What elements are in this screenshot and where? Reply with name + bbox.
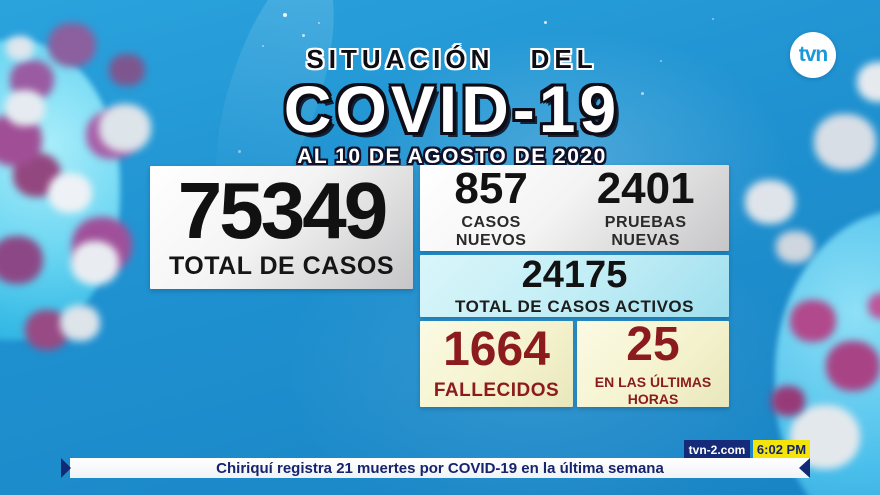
particle-dot [544,21,547,24]
active-cases-panel: 24175 TOTAL DE CASOS ACTIVOS [420,255,729,317]
particle-dot [262,45,264,47]
total-cases-value: 75349 [177,166,388,256]
header-kicker: SITUACIÓN DEL [306,44,598,74]
tvn-logo: tvn [790,32,836,78]
particle-dot [238,150,241,153]
active-cases-label: TOTAL DE CASOS ACTIVOS [455,296,694,316]
website-badge: tvn-2.com [684,440,750,459]
particle-dot [641,92,644,95]
particle-dot [318,22,320,24]
new-cases-value: 857 [454,163,528,213]
particle-dot [660,60,662,62]
recent-deaths-label: EN LAS ÚLTIMAS HORAS [594,374,712,407]
new-tests-label: PRUEBAS NUEVAS [604,213,687,249]
recent-deaths-value: 25 [626,318,680,372]
ticker-right-arrow-icon [799,458,810,478]
news-ticker: Chiriquí registra 21 muertes por COVID-1… [70,458,810,478]
new-cases-label: CASOS NUEVOS [455,213,527,249]
particle-dot [283,13,287,17]
tvn-logo-text: tvn [798,43,828,66]
deaths-value: 1664 [443,323,550,376]
page-title: COVID-19 [283,72,621,146]
particle-dot [712,18,714,20]
total-cases-panel: 75349 TOTAL DE CASOS [150,166,413,289]
date-line: AL 10 DE AGOSTO DE 2020 [297,145,607,168]
time-badge: 6:02 PM [753,440,810,459]
deaths-label: FALLECIDOS [433,380,560,401]
daily-stats-panel: 857 CASOS NUEVOS 2401 PRUEBAS NUEVAS [420,165,729,251]
virus-spikes-white-left [5,90,45,126]
ticker-left-arrow-icon [61,458,71,478]
header: SITUACIÓN DEL COVID-19 AL 10 DE AGOSTO D… [12,44,880,169]
virus-spikes-magenta-right [790,300,836,342]
new-tests-value: 2401 [596,163,695,213]
new-tests-stat: 2401 PRUEBAS NUEVAS [596,163,695,249]
total-cases-label: TOTAL DE CASOS [168,251,395,280]
active-cases-value: 24175 [521,253,628,296]
virus-spikes-white-right [745,180,795,224]
recent-deaths-panel: 25 EN LAS ÚLTIMAS HORAS [577,321,729,407]
particle-dot [302,34,305,37]
deaths-panel: 1664 FALLECIDOS [420,321,573,407]
new-cases-stat: 857 CASOS NUEVOS [454,163,528,249]
ticker-headline: Chiriquí registra 21 muertes por COVID-1… [216,459,664,477]
particle-dot [556,120,558,122]
